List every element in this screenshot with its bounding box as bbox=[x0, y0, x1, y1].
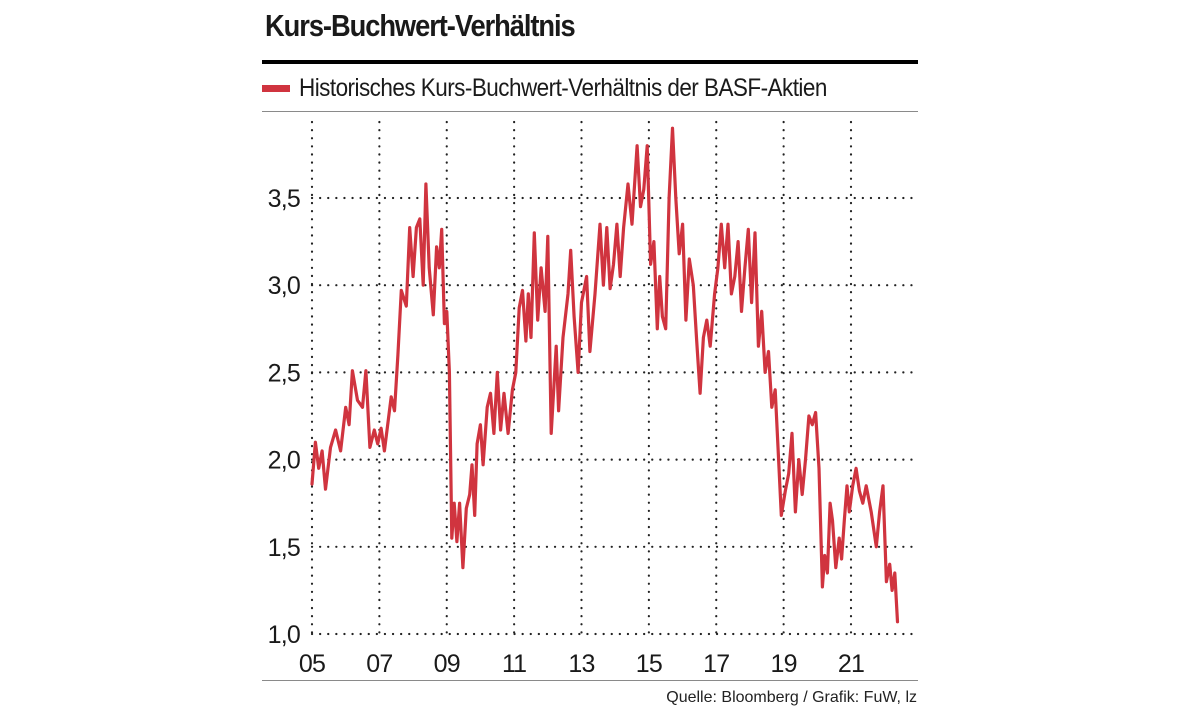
title-rule bbox=[262, 60, 918, 64]
legend-swatch bbox=[262, 84, 290, 92]
x-tick-label: 07 bbox=[366, 650, 392, 678]
y-tick-label: 2,5 bbox=[268, 359, 300, 387]
x-tick-label: 17 bbox=[703, 650, 729, 678]
series-line bbox=[310, 126, 900, 624]
x-tick-label: 21 bbox=[838, 650, 864, 678]
series-layer bbox=[310, 126, 900, 624]
y-tick-label: 1,0 bbox=[268, 621, 300, 649]
axis-baseline bbox=[262, 680, 918, 681]
y-tick-label: 1,5 bbox=[268, 534, 300, 562]
legend-rule bbox=[262, 111, 918, 112]
x-tick-label: 13 bbox=[568, 650, 594, 678]
x-axis-labels: 05 07 09 11 13 15 17 19 21 bbox=[299, 650, 865, 678]
x-tick-label: 11 bbox=[502, 650, 526, 678]
x-tick-label: 19 bbox=[771, 650, 797, 678]
y-axis-labels: 1,0 1,5 2,0 2,5 3,0 3,5 bbox=[268, 185, 301, 649]
y-tick-label: 2,0 bbox=[268, 447, 300, 475]
legend: Historisches Kurs-Buchwert-Verhältnis de… bbox=[262, 71, 885, 105]
source-note: Quelle: Bloomberg / Grafik: FuW, lz bbox=[666, 689, 917, 706]
chart-title: Kurs-Buchwert-Verhältnis bbox=[265, 8, 576, 43]
x-tick-label: 09 bbox=[434, 650, 460, 678]
x-tick-label: 15 bbox=[636, 650, 662, 678]
y-tick-label: 3,0 bbox=[268, 272, 300, 300]
x-tick-label: 05 bbox=[299, 650, 325, 678]
legend-label: Historisches Kurs-Buchwert-Verhältnis de… bbox=[299, 73, 827, 102]
y-tick-label: 3,5 bbox=[268, 185, 300, 213]
